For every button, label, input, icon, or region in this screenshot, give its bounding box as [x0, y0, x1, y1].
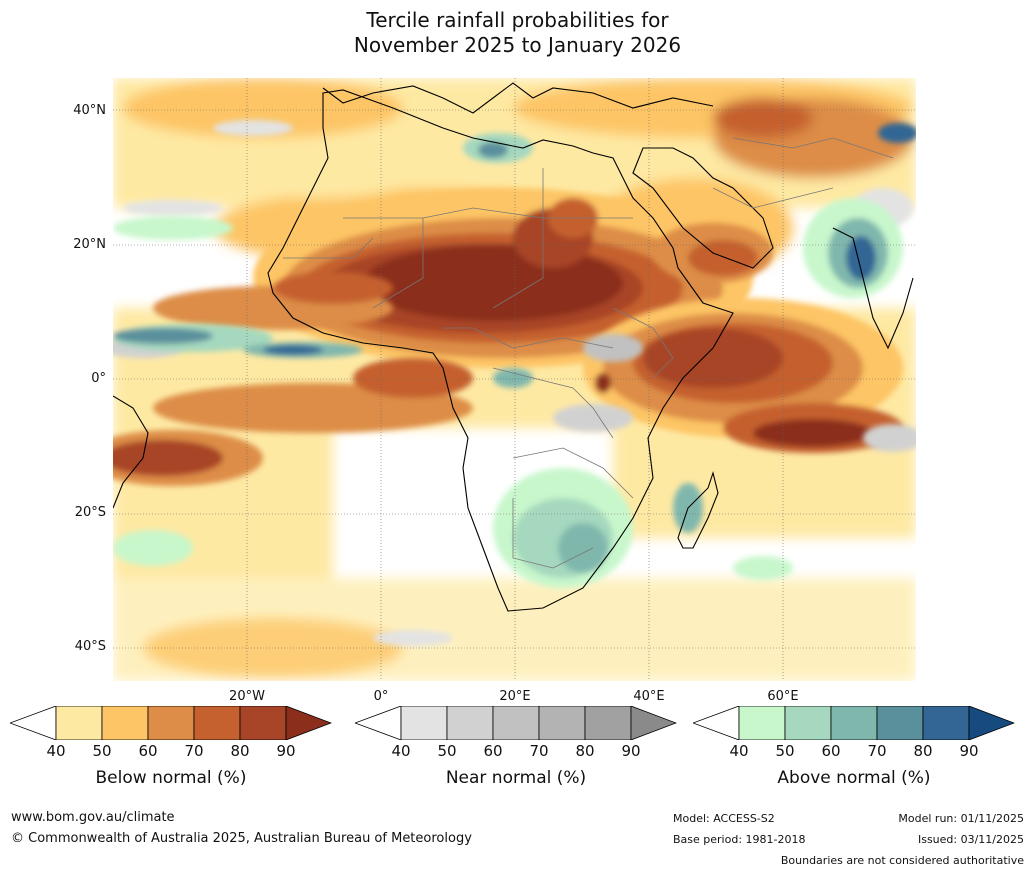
issued-date: Issued: 03/11/2025 — [917, 833, 1024, 846]
atlantic-dry-band — [113, 272, 473, 486]
above-swatch-1 — [738, 706, 786, 740]
near-tick-80: 80 — [575, 742, 595, 760]
below-tick-70: 70 — [184, 742, 204, 760]
below-swatch-6 — [285, 706, 332, 740]
above-tick-50: 50 — [775, 742, 795, 760]
below-swatch-3 — [147, 706, 195, 740]
below-tick-80: 80 — [230, 742, 250, 760]
lat-label-equator: 0° — [91, 371, 106, 386]
below-tick-40: 40 — [46, 742, 66, 760]
near-swatch-5 — [584, 706, 632, 740]
lat-label-40s: 40°S — [74, 639, 106, 654]
graticule — [113, 78, 916, 681]
lat-label-40n: 40°N — [73, 103, 106, 118]
below-normal-ticks: 40 50 60 70 80 90 — [10, 742, 332, 762]
near-swatch-6 — [630, 706, 677, 740]
title-line-2: November 2025 to January 2026 — [353, 33, 682, 57]
website-link[interactable]: www.bom.gov.au/climate — [11, 810, 175, 825]
near-swatch-2 — [446, 706, 494, 740]
lat-label-20n: 20°N — [73, 237, 106, 252]
east-africa-dry — [583, 223, 903, 453]
above-swatch-5 — [922, 706, 970, 740]
above-normal-ticks: 40 50 60 70 80 90 — [693, 742, 1015, 762]
lon-label-20w: 20°W — [229, 689, 265, 704]
lat-label-20s: 20°S — [74, 505, 106, 520]
above-tick-90: 90 — [959, 742, 979, 760]
near-tick-50: 50 — [437, 742, 457, 760]
below-normal-wash — [113, 78, 916, 681]
below-normal-legend-title: Below normal (%) — [95, 768, 247, 788]
below-swatch-4 — [193, 706, 241, 740]
below-tick-50: 50 — [92, 742, 112, 760]
below-swatch-1 — [55, 706, 103, 740]
above-normal-patches — [113, 123, 916, 588]
above-normal-legend-title: Above normal (%) — [777, 768, 931, 788]
map-canvas — [113, 78, 916, 681]
madagascar-coastline — [677, 471, 719, 549]
below-swatch-2 — [101, 706, 149, 740]
near-normal-colorbar — [355, 706, 677, 740]
base-period: Base period: 1981-2018 — [673, 833, 806, 846]
near-swatch-4 — [538, 706, 586, 740]
above-tick-80: 80 — [913, 742, 933, 760]
below-normal-colorbar — [10, 706, 332, 740]
africa-coastline — [267, 89, 734, 612]
lon-label-0: 0° — [373, 689, 389, 704]
south-america-coastline — [113, 395, 149, 509]
above-tick-60: 60 — [821, 742, 841, 760]
above-normal-colorbar — [693, 706, 1015, 740]
india-coastline — [832, 227, 914, 350]
map-title: Tercile rainfall probabilities for Novem… — [0, 8, 1035, 58]
above-swatch-0 — [693, 706, 740, 740]
near-tick-70: 70 — [529, 742, 549, 760]
arabia-coastline — [632, 147, 774, 269]
near-swatch-0 — [355, 706, 402, 740]
near-normal-ticks: 40 50 60 70 80 90 — [355, 742, 677, 762]
boundary-disclaimer: Boundaries are not considered authoritat… — [780, 854, 1024, 867]
below-tick-60: 60 — [138, 742, 158, 760]
below-swatch-5 — [239, 706, 287, 740]
lon-label-40e: 40°E — [633, 689, 665, 704]
copyright-notice: © Commonwealth of Australia 2025, Austra… — [11, 831, 472, 846]
near-tick-60: 60 — [483, 742, 503, 760]
coastlines — [113, 82, 914, 612]
near-swatch-1 — [400, 706, 448, 740]
rainfall-probability-map — [113, 78, 916, 681]
below-tick-90: 90 — [276, 742, 296, 760]
model-name: Model: ACCESS-S2 — [673, 812, 775, 825]
above-swatch-4 — [876, 706, 924, 740]
country-borders — [283, 137, 894, 569]
europe-coastline — [322, 82, 714, 114]
near-tick-40: 40 — [391, 742, 411, 760]
near-swatch-3 — [492, 706, 540, 740]
lon-label-60e: 60°E — [767, 689, 799, 704]
title-line-1: Tercile rainfall probabilities for — [366, 8, 669, 32]
above-tick-70: 70 — [867, 742, 887, 760]
near-normal-legend-title: Near normal (%) — [445, 768, 587, 788]
lon-label-20e: 20°E — [499, 689, 531, 704]
model-run-date: Model run: 01/11/2025 — [898, 812, 1024, 825]
above-tick-40: 40 — [729, 742, 749, 760]
above-swatch-6 — [968, 706, 1015, 740]
above-swatch-3 — [830, 706, 878, 740]
below-swatch-0 — [10, 706, 57, 740]
above-swatch-2 — [784, 706, 832, 740]
near-tick-90: 90 — [621, 742, 641, 760]
